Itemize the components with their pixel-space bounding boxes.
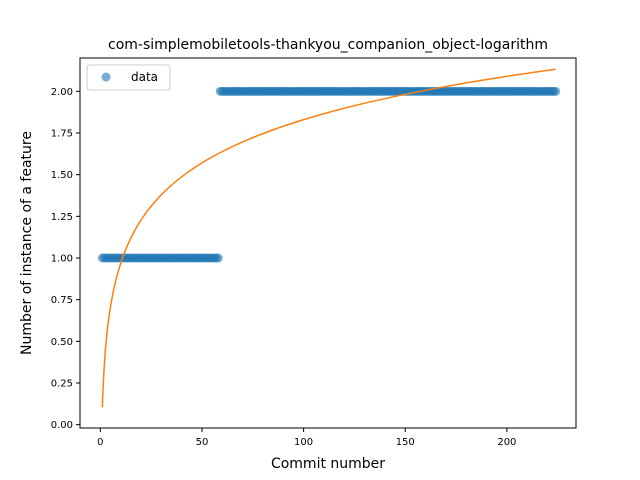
y-tick-label: 1.00 — [51, 254, 73, 265]
y-tick-label: 0.25 — [51, 379, 73, 390]
y-axis-label: Number of instance of a feature — [19, 131, 35, 355]
x-tick-label: 200 — [497, 437, 516, 448]
legend-marker — [101, 72, 111, 82]
x-tick-label: 100 — [294, 437, 313, 448]
x-axis-label: Commit number — [271, 456, 385, 472]
legend-box — [86, 64, 171, 91]
plot-area — [97, 68, 561, 408]
y-axis: 0.00 0.25 0.50 0.75 1.00 1.25 1.50 1.75 2.00 — [51, 87, 80, 431]
legend-label-data: data — [131, 70, 158, 84]
y-tick-label: 1.50 — [51, 170, 73, 181]
y-tick-label: 0.75 — [51, 295, 73, 306]
x-tick-label: 150 — [396, 437, 415, 448]
fit-line — [101, 68, 556, 408]
data-point — [213, 253, 223, 263]
data-point — [551, 86, 561, 96]
x-axis: 0 50 100 150 200 — [97, 428, 516, 448]
legend: data — [86, 64, 171, 91]
plot-frame — [79, 57, 577, 429]
x-tick-label: 50 — [196, 437, 209, 448]
y-tick-label: 2.00 — [51, 87, 73, 98]
x-tick-label: 0 — [97, 437, 103, 448]
y-tick-label: 0.50 — [51, 337, 73, 348]
y-tick-label: 1.25 — [51, 212, 73, 223]
y-tick-label: 1.75 — [51, 129, 73, 140]
y-tick-label: 0.00 — [51, 420, 73, 431]
chart-title: com-simplemobiletools-thankyou_companion… — [108, 37, 548, 53]
